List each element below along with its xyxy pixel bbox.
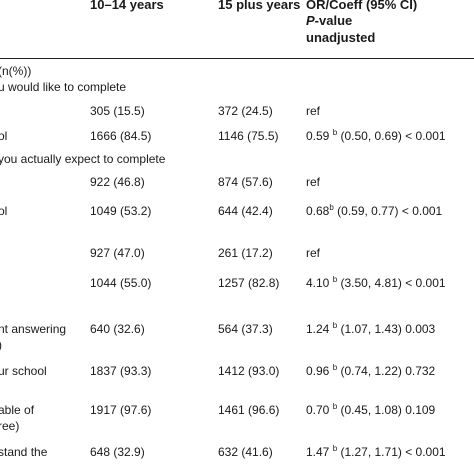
or-estimate: 1.24: [306, 322, 333, 336]
header-unadjusted: unadjusted: [306, 30, 376, 45]
footnote-mark: b: [332, 444, 338, 453]
value-15-plus: 632 (41.6): [218, 445, 273, 459]
value-10-14: 305 (15.5): [90, 104, 145, 118]
value-15-plus: 564 (37.3): [218, 322, 273, 336]
value-10-14: 648 (32.9): [90, 445, 145, 459]
row-label: (n(%)): [0, 64, 32, 78]
or-value: 4.10 b (3.50, 4.81) < 0.001: [306, 275, 446, 291]
row-label: ur school: [0, 364, 47, 378]
value-15-plus: 1461 (96.6): [218, 403, 280, 417]
or-value: ref: [306, 246, 320, 260]
or-ci-p: (0.59, 0.77) < 0.001: [333, 204, 443, 218]
or-estimate: ref: [306, 246, 321, 260]
value-10-14: 927 (47.0): [90, 246, 145, 260]
footnote-mark: b: [332, 275, 338, 284]
row-label: ol: [0, 129, 8, 143]
value-15-plus: 261 (17.2): [218, 246, 273, 260]
value-15-plus: 1412 (93.0): [218, 364, 280, 378]
row-label: able of: [0, 403, 35, 417]
or-value: 1.47 b (1.27, 1.71) < 0.001: [306, 444, 446, 460]
or-value: 0.96 b (0.74, 1.22) 0.732: [306, 363, 436, 379]
or-estimate: 0.68: [306, 204, 330, 218]
value-10-14: 1837 (93.3): [90, 364, 152, 378]
footnote-mark: b: [329, 203, 334, 212]
or-ci-p: (3.50, 4.81) < 0.001: [337, 276, 446, 290]
value-10-14: 1666 (84.5): [90, 129, 152, 143]
footnote-mark: b: [332, 321, 338, 330]
or-value: 1.24 b (1.07, 1.43) 0.003: [306, 321, 436, 337]
value-10-14: 1049 (53.2): [90, 204, 152, 218]
value-10-14: 922 (46.8): [90, 175, 145, 189]
value-10-14: 640 (32.6): [90, 322, 145, 336]
value-10-14: 1044 (55.0): [90, 276, 152, 290]
or-estimate: ref: [306, 104, 321, 118]
row-label: ol: [0, 204, 8, 218]
value-15-plus: 372 (24.5): [218, 104, 273, 118]
or-estimate: 0.96: [306, 364, 333, 378]
header-col-10-14: 10–14 years: [90, 0, 164, 12]
value-15-plus: 1146 (75.5): [218, 129, 279, 143]
row-label: stand the: [0, 445, 48, 459]
or-value: 0.70 b (0.45, 1.08) 0.109: [306, 402, 436, 418]
row-label: you actually expect to complete: [0, 152, 166, 166]
or-estimate: 0.59: [306, 129, 333, 143]
or-ci-p: (1.27, 1.71) < 0.001: [337, 445, 446, 459]
value-15-plus: 874 (57.6): [218, 175, 273, 189]
value-15-plus: 644 (42.4): [218, 204, 273, 218]
footnote-mark: b: [332, 128, 338, 137]
or-value: 0.59 b (0.50, 0.69) < 0.001: [306, 128, 446, 144]
footnote-mark: b: [332, 363, 338, 372]
or-value: ref: [306, 175, 320, 189]
row-label: ): [0, 338, 2, 352]
header-col-15-plus: 15 plus years: [218, 0, 301, 12]
or-value: 0.68b (0.59, 0.77) < 0.001: [306, 203, 443, 219]
or-value: ref: [306, 104, 320, 118]
or-estimate: 1.47: [306, 445, 333, 459]
or-estimate: 0.70: [306, 403, 333, 417]
value-15-plus: 1257 (82.8): [218, 276, 280, 290]
or-estimate: ref: [306, 175, 321, 189]
or-ci-p: (1.07, 1.43) 0.003: [337, 322, 436, 336]
header-col-or-coeff: OR/Coeff (95% CI): [306, 0, 418, 12]
header-p-suffix: -value: [314, 13, 353, 28]
header-p-letter: P: [306, 13, 315, 28]
or-ci-p: (0.50, 0.69) < 0.001: [337, 129, 446, 143]
header-p-value: P-value: [306, 13, 352, 28]
or-estimate: 4.10: [306, 276, 333, 290]
footnote-mark: b: [332, 402, 338, 411]
value-10-14: 1917 (97.6): [90, 403, 152, 417]
or-ci-p: (0.74, 1.22) 0.732: [337, 364, 436, 378]
top-rule: [0, 58, 474, 59]
row-label: nt answering: [0, 322, 67, 336]
row-label: ree): [0, 419, 20, 433]
or-ci-p: (0.45, 1.08) 0.109: [337, 403, 436, 417]
row-label: u would like to complete: [0, 80, 127, 94]
